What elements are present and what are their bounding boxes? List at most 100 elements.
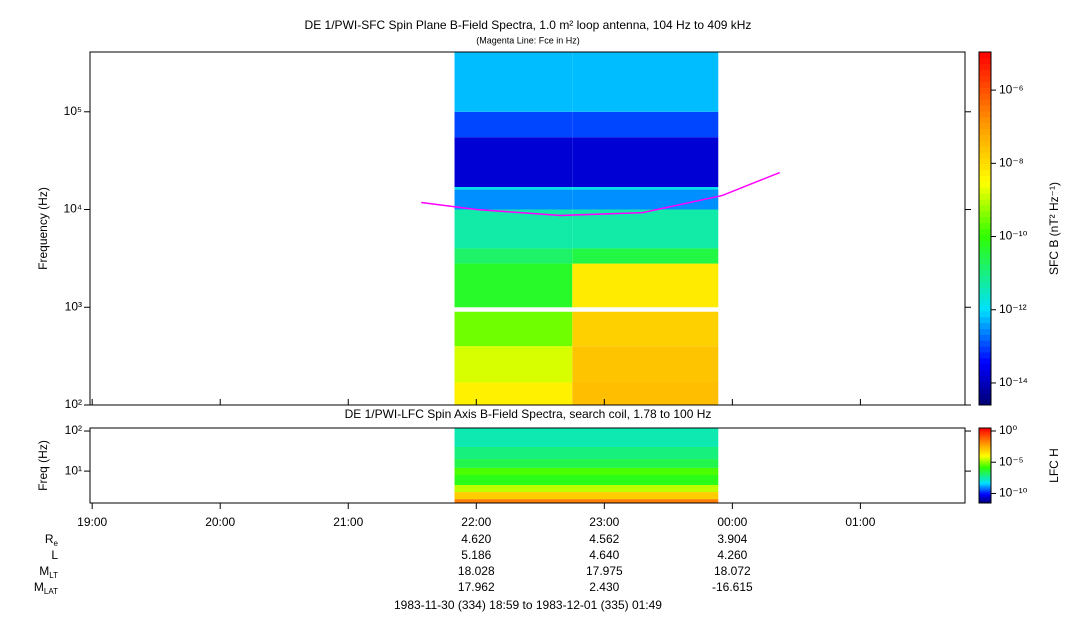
plot-frame: [89, 51, 966, 406]
colorbar-swatch: [979, 393, 991, 400]
spectrogram-cell: [572, 346, 719, 383]
footer: 1983-11-30 (334) 18:59 to 1983-12-01 (33…: [394, 598, 662, 612]
x-tick-label: 22:00: [461, 515, 491, 529]
colorbar-swatch: [979, 140, 991, 147]
colorbar-swatch: [979, 445, 991, 448]
colorbar-swatch: [979, 475, 991, 478]
colorbar-tick-label: 10⁻¹⁴: [999, 375, 1028, 389]
fce-line: [421, 171, 781, 217]
spectrogram-cell: [454, 492, 719, 500]
colorbar-swatch: [979, 210, 991, 218]
colorbar-swatch: [979, 281, 991, 288]
y-axis-label: Freq (Hz): [36, 440, 50, 491]
row-label: MLAT: [34, 580, 58, 596]
colorbar-swatch: [979, 495, 991, 498]
colorbar-swatch: [979, 63, 991, 71]
spectrogram-cell: [454, 428, 719, 447]
colorbar-swatch: [979, 448, 991, 450]
colorbar-swatch: [979, 444, 991, 446]
spectrogram-cell: [572, 263, 719, 308]
colorbar-swatch: [979, 110, 991, 118]
colorbar-swatch: [979, 104, 991, 112]
colorbar-label: LFC H: [1047, 448, 1061, 483]
colorbar-swatch: [979, 93, 991, 100]
colorbar-swatch: [979, 433, 991, 435]
colorbar-swatch: [979, 328, 991, 335]
row-label-sub: LAT: [44, 587, 58, 596]
colorbar-swatch: [979, 287, 991, 294]
colorbar-swatch: [979, 429, 991, 431]
colorbar-swatch: [979, 441, 991, 444]
colorbar-swatch: [979, 122, 991, 129]
colorbar-swatch: [979, 293, 991, 300]
colorbar-swatch: [979, 468, 991, 470]
colorbar-swatch: [979, 494, 991, 496]
spectrogram-cell: [454, 209, 573, 249]
colorbar-swatch: [979, 455, 991, 458]
colorbar-swatch: [979, 484, 991, 486]
colorbar-swatch: [979, 116, 991, 124]
row-label: MLT: [39, 564, 58, 580]
colorbar-swatch: [979, 375, 991, 382]
colorbar-swatch: [979, 322, 991, 330]
colorbar-swatch: [979, 257, 991, 265]
colorbar-swatch: [979, 490, 991, 493]
ephemeris-value: 2.430: [589, 580, 619, 594]
colorbar-swatch: [979, 57, 991, 65]
colorbar-swatch: [979, 187, 991, 194]
colorbar-swatch: [979, 469, 991, 471]
x-tick-label: 20:00: [205, 515, 235, 529]
row-label-main: M: [34, 580, 44, 594]
spectrogram-cell: [454, 187, 573, 190]
colorbar-swatch: [979, 465, 991, 468]
colorbar-swatch: [979, 157, 991, 165]
colorbar-swatch: [979, 456, 991, 459]
colorbar-swatch: [979, 464, 991, 466]
spectrogram-cell: [454, 499, 719, 503]
colorbar-swatch: [979, 485, 991, 488]
colorbar-swatch: [979, 252, 991, 259]
colorbar-swatch: [979, 453, 991, 455]
row-label-main: M: [39, 564, 49, 578]
spectrogram-cell: [454, 446, 719, 460]
spectrogram-cell: [454, 248, 573, 264]
colorbar-frame: [978, 51, 992, 406]
ephemeris-value: 17.975: [586, 564, 623, 578]
colorbar-swatch: [979, 134, 991, 141]
colorbar-swatch: [979, 431, 991, 434]
colorbar-swatch: [979, 222, 991, 229]
colorbar-swatch: [979, 460, 991, 463]
colorbar-swatch: [979, 175, 991, 182]
colorbar-swatch: [979, 163, 991, 171]
colorbar-swatch: [979, 146, 991, 153]
spectrogram-cell: [572, 187, 719, 190]
spectrogram-cell: [454, 474, 719, 486]
spectrogram-cell: [572, 137, 719, 188]
colorbar-swatch: [979, 440, 991, 443]
colorbar-swatch: [979, 489, 991, 491]
colorbar-swatch: [979, 357, 991, 365]
y-tick-label: 10²: [65, 397, 82, 411]
colorbar-swatch: [979, 473, 991, 475]
spectrogram-cell: [572, 111, 719, 138]
colorbar-swatch: [979, 443, 991, 445]
colorbar-swatch: [979, 75, 991, 82]
ephemeris-value: 4.562: [589, 532, 619, 546]
plot-frame: [89, 427, 966, 504]
ephemeris-value: 18.072: [714, 564, 751, 578]
row-label: Re: [45, 532, 59, 548]
colorbar-swatch: [979, 128, 991, 135]
colorbar-swatch: [979, 169, 991, 177]
spectrogram-cell: [454, 346, 573, 383]
ephemeris-value: 17.962: [458, 580, 495, 594]
colorbar-swatch: [979, 228, 991, 235]
colorbar-swatch: [979, 193, 991, 200]
colorbar-swatch: [979, 449, 991, 451]
colorbar-swatch: [979, 69, 991, 77]
colorbar-swatch: [979, 479, 991, 481]
spectrogram-cell: [454, 263, 573, 308]
colorbar-tick-label: 10⁻⁵: [999, 454, 1024, 468]
colorbar-swatch: [979, 451, 991, 454]
colorbar-tick-label: 10⁻¹²: [999, 302, 1027, 316]
